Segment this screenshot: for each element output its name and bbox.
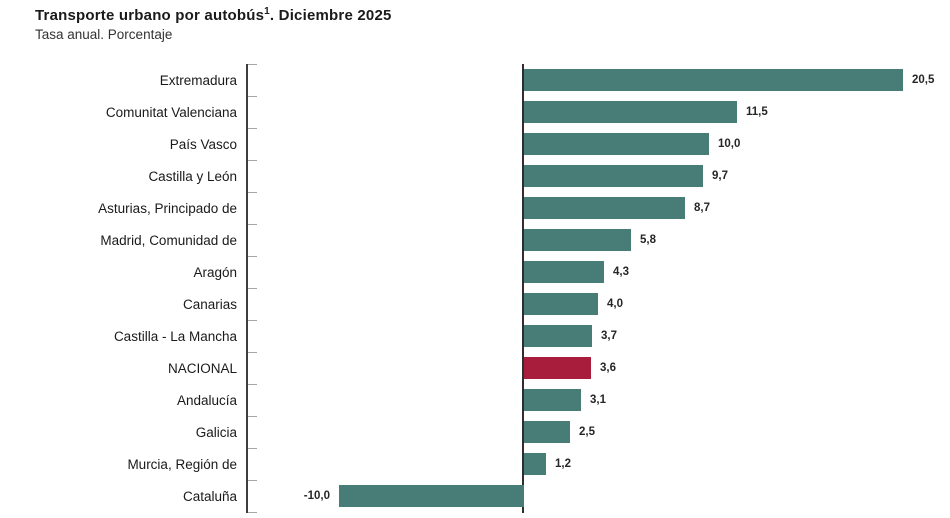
axis-tick xyxy=(248,64,257,65)
axis-tick xyxy=(248,512,257,513)
category-label: Aragón xyxy=(193,264,237,280)
bar-row: NACIONAL 3,6 xyxy=(0,352,950,384)
value-label: 3,1 xyxy=(590,394,606,406)
bar xyxy=(524,453,546,475)
bar-row: Comunitat Valenciana 11,5 xyxy=(0,96,950,128)
bar-row: Aragón 4,3 xyxy=(0,256,950,288)
bar-row: Andalucía 3,1 xyxy=(0,384,950,416)
bar-row: Madrid, Comunidad de 5,8 xyxy=(0,224,950,256)
value-label: 8,7 xyxy=(694,202,710,214)
value-label: 3,7 xyxy=(601,330,617,342)
value-label: 4,3 xyxy=(613,266,629,278)
axis-tick xyxy=(248,288,257,289)
value-label: 4,0 xyxy=(607,298,623,310)
axis-tick xyxy=(248,352,257,353)
category-label: Murcia, Región de xyxy=(127,456,237,472)
axis-tick xyxy=(248,160,257,161)
axis-tick xyxy=(248,96,257,97)
bar xyxy=(524,325,592,347)
category-label: Extremadura xyxy=(159,72,237,88)
axis-tick xyxy=(248,256,257,257)
value-label: 10,0 xyxy=(718,138,741,150)
bar-row: Extremadura 20,5 xyxy=(0,64,950,96)
chart-subtitle: Tasa anual. Porcentaje xyxy=(35,27,173,42)
category-label: Galicia xyxy=(195,424,237,440)
bar xyxy=(524,133,709,155)
axis-tick xyxy=(248,224,257,225)
category-label: Asturias, Principado de xyxy=(98,200,237,216)
bar xyxy=(524,197,685,219)
chart-title-footnote-marker: 1 xyxy=(264,6,270,17)
chart-title-main: Transporte urbano por autobús xyxy=(35,7,265,24)
axis-tick xyxy=(248,128,257,129)
category-label: Madrid, Comunidad de xyxy=(100,232,237,248)
bar xyxy=(524,421,570,443)
bar-row: Canarias 4,0 xyxy=(0,288,950,320)
bar-chart: Extremadura 20,5 Comunitat Valenciana 11,5 P… xyxy=(0,64,950,514)
value-label: 11,5 xyxy=(746,106,768,118)
axis-tick xyxy=(248,384,257,385)
bar xyxy=(339,485,524,507)
bar-row: Galicia 2,5 xyxy=(0,416,950,448)
category-label: País Vasco xyxy=(169,136,237,152)
category-label: Castilla y León xyxy=(148,168,237,184)
bar xyxy=(524,389,581,411)
axis-tick xyxy=(248,192,257,193)
bar-row: Cataluña -10,0 xyxy=(0,480,950,512)
category-label: NACIONAL xyxy=(167,360,237,376)
category-label: Cataluña xyxy=(182,488,237,504)
chart-title-period: . Diciembre 2025 xyxy=(269,7,392,24)
bar xyxy=(524,293,598,315)
bar-row: Castilla y León 9,7 xyxy=(0,160,950,192)
value-label: 20,5 xyxy=(912,74,935,86)
bar xyxy=(524,69,903,91)
bar-row: País Vasco 10,0 xyxy=(0,128,950,160)
axis-tick xyxy=(248,448,257,449)
bar xyxy=(524,229,631,251)
bar xyxy=(524,261,604,283)
value-label: 2,5 xyxy=(579,426,595,438)
axis-tick xyxy=(248,416,257,417)
value-label: 9,7 xyxy=(712,170,728,182)
category-label: Canarias xyxy=(182,296,237,312)
bar-nacional-highlight xyxy=(524,357,591,379)
category-label: Castilla - La Mancha xyxy=(113,328,237,344)
value-label: 1,2 xyxy=(555,458,571,470)
bar xyxy=(524,165,703,187)
category-label: Andalucía xyxy=(176,392,237,408)
category-axis-line xyxy=(246,64,248,513)
value-label: -10,0 xyxy=(303,490,330,502)
category-label: Comunitat Valenciana xyxy=(105,104,237,120)
chart-title: Transporte urbano por autobús1. Diciembr… xyxy=(35,6,392,24)
bar-row: Murcia, Región de 1,2 xyxy=(0,448,950,480)
axis-tick xyxy=(248,320,257,321)
bar xyxy=(524,101,737,123)
chart-header: Transporte urbano por autobús1. Diciembr… xyxy=(35,6,392,42)
bar-row: Asturias, Principado de 8,7 xyxy=(0,192,950,224)
bar-row: Castilla - La Mancha 3,7 xyxy=(0,320,950,352)
value-label: 3,6 xyxy=(600,362,616,374)
zero-axis-line xyxy=(522,64,524,513)
axis-tick xyxy=(248,480,257,481)
value-label: 5,8 xyxy=(640,234,656,246)
